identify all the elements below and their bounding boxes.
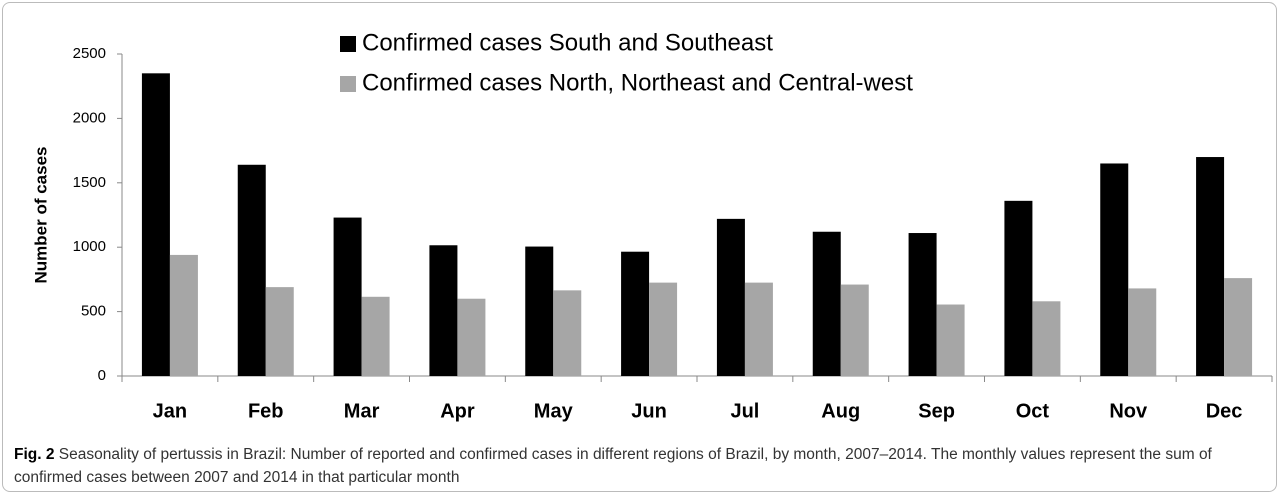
- bar: [1196, 157, 1225, 376]
- bar: [840, 284, 869, 376]
- x-tick-label: Jun: [631, 400, 667, 422]
- bar: [361, 296, 390, 376]
- legend-swatch: [340, 76, 356, 92]
- x-tick-label: Mar: [344, 400, 380, 422]
- bar: [649, 282, 678, 376]
- y-axis-label: Number of cases: [31, 147, 50, 284]
- bar: [429, 245, 458, 376]
- bar: [1128, 288, 1157, 376]
- bar: [1100, 163, 1129, 376]
- legend-label: Confirmed cases South and Southeast: [362, 29, 773, 56]
- caption-text: Seasonality of pertussis in Brazil: Numb…: [14, 446, 1212, 486]
- caption-label: Fig. 2: [14, 446, 55, 463]
- x-tick-label: Jan: [153, 400, 187, 422]
- y-tick-label: 0: [98, 367, 106, 384]
- bar: [169, 254, 198, 376]
- x-tick-label: Apr: [440, 400, 475, 422]
- bar: [237, 164, 266, 376]
- legend-label: Confirmed cases North, Northeast and Cen…: [362, 69, 913, 96]
- chart: Number of cases 0 500 1000 1500 2000 2500 Jan F…: [31, 29, 1273, 422]
- bar: [525, 246, 554, 376]
- bar: [744, 282, 773, 376]
- bar: [812, 231, 841, 376]
- x-tick-label: Dec: [1206, 400, 1243, 422]
- y-tick-label: 2500: [73, 45, 106, 62]
- caption: Fig. 2 Seasonality of pertussis in Brazi…: [14, 443, 1269, 489]
- bar: [265, 287, 294, 376]
- bar: [457, 298, 486, 376]
- bar: [621, 251, 650, 376]
- bar: [553, 290, 582, 376]
- bar: [716, 218, 745, 376]
- bar: [1032, 301, 1061, 376]
- x-tick-label: Feb: [248, 400, 284, 422]
- bar: [1004, 200, 1033, 376]
- x-tick-label: Nov: [1109, 400, 1148, 422]
- x-tick-label: Sep: [918, 400, 955, 422]
- x-tick-label: Oct: [1016, 400, 1050, 422]
- bar: [908, 233, 937, 376]
- bar: [1224, 278, 1253, 376]
- y-tick-label: 2000: [73, 109, 106, 126]
- x-tick-label: Aug: [821, 400, 860, 422]
- bar: [141, 73, 170, 376]
- bar: [333, 217, 362, 376]
- x-tick-label: Jul: [730, 400, 759, 422]
- x-tick-label: May: [534, 400, 574, 422]
- y-tick-label: 1000: [73, 238, 106, 255]
- legend-swatch: [340, 36, 356, 52]
- y-tick-label: 500: [81, 303, 106, 320]
- y-tick-label: 1500: [73, 174, 106, 191]
- bar: [936, 304, 965, 376]
